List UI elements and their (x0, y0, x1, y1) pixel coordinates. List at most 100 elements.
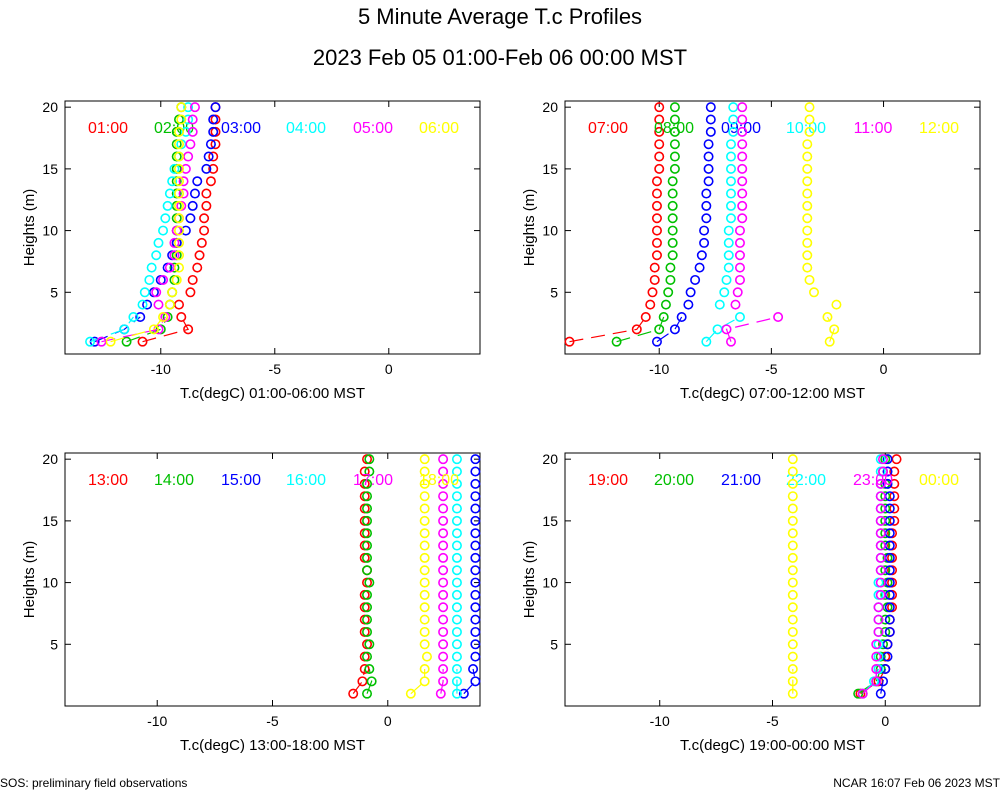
data-point (878, 466, 889, 477)
data-point (438, 651, 449, 662)
data-point (419, 676, 430, 687)
series-1400 (362, 454, 377, 699)
x-tick-label: -5 (766, 713, 779, 729)
legend-entry: 19:00 (588, 472, 628, 489)
data-point (787, 515, 798, 526)
data-point (873, 614, 884, 625)
data-point (725, 139, 736, 150)
y-tick-label: 5 (550, 636, 558, 652)
data-point (174, 200, 185, 211)
plot-frame (564, 100, 981, 355)
data-point (725, 336, 736, 347)
data-point (419, 565, 430, 576)
x-axis-label: T.c(degC) 19:00-00:00 MST (680, 737, 865, 754)
data-point (160, 213, 171, 224)
data-point (210, 102, 221, 113)
data-point (158, 311, 169, 322)
data-point (669, 102, 680, 113)
plot-frame (64, 452, 481, 707)
data-point (183, 324, 194, 335)
data-point (891, 454, 902, 465)
data-point (180, 126, 191, 137)
data-point (470, 639, 481, 650)
data-point (451, 528, 462, 539)
legend-entry: 05:00 (353, 120, 393, 137)
data-point (192, 262, 203, 273)
data-point (875, 515, 886, 526)
data-point (174, 250, 185, 261)
data-point (364, 466, 375, 477)
data-point (871, 663, 882, 674)
data-point (787, 478, 798, 489)
data-point (348, 688, 359, 699)
data-point (470, 454, 481, 465)
data-point (121, 336, 132, 347)
data-point (663, 287, 674, 298)
data-point (468, 663, 479, 674)
data-point (734, 225, 745, 236)
data-point (451, 552, 462, 563)
legend-entry: 12:00 (919, 120, 959, 137)
data-point (787, 602, 798, 613)
x-tick-label: -10 (650, 713, 670, 729)
data-point (419, 503, 430, 514)
data-point (139, 287, 150, 298)
legend-entry: 17:00 (353, 472, 393, 489)
data-point (651, 200, 662, 211)
y-tick-label: 10 (42, 223, 58, 239)
data-point (712, 324, 723, 335)
data-point (208, 151, 219, 162)
data-point (451, 688, 462, 699)
data-point (875, 503, 886, 514)
data-point (787, 589, 798, 600)
data-point (169, 163, 180, 174)
data-point (649, 274, 660, 285)
y-tick-label: 5 (550, 284, 558, 300)
data-point (451, 478, 462, 489)
data-point (419, 540, 430, 551)
data-point (364, 454, 375, 465)
data-point (804, 114, 815, 125)
data-point (853, 688, 864, 699)
x-tick-label: -10 (151, 361, 171, 377)
data-point (187, 200, 198, 211)
data-point (176, 114, 187, 125)
data-point (199, 225, 210, 236)
data-point (435, 688, 446, 699)
data-point (451, 503, 462, 514)
series-0900 (651, 102, 716, 347)
legend-entry: 08:00 (654, 120, 694, 137)
data-point (875, 540, 886, 551)
data-point (210, 139, 221, 150)
data-point (669, 126, 680, 137)
data-point (169, 262, 180, 273)
data-point (451, 602, 462, 613)
data-point (804, 102, 815, 113)
data-point (824, 336, 835, 347)
data-point (730, 299, 741, 310)
legend-entry: 23:00 (853, 472, 893, 489)
series-1800 (405, 454, 432, 699)
chart-panel-2: -10 -5 0 5 10 15 20 T.c(degC) 07:00-12:00 MST He… (521, 99, 981, 402)
legend-entry: 03:00 (221, 120, 261, 137)
data-point (690, 274, 701, 285)
legend-entry: 18:00 (419, 472, 459, 489)
data-point (658, 311, 669, 322)
data-point (438, 565, 449, 576)
data-point (669, 151, 680, 162)
legend-entry: 22:00 (786, 472, 826, 489)
data-point (438, 577, 449, 588)
data-point (831, 299, 842, 310)
data-point (654, 126, 665, 137)
series-line (705, 316, 741, 343)
data-point (884, 614, 895, 625)
data-point (721, 274, 732, 285)
chart-title: 5 Minute Average T.c Profiles (357, 4, 643, 29)
data-point (128, 311, 139, 322)
data-point (438, 602, 449, 613)
data-point (201, 188, 212, 199)
data-point (880, 589, 891, 600)
data-point (470, 540, 481, 551)
data-point (438, 663, 449, 674)
data-point (180, 163, 191, 174)
